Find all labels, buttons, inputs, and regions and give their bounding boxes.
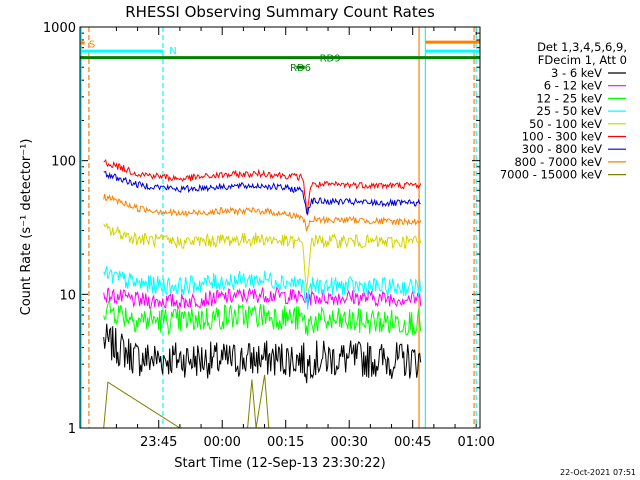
series-7000-15000-kev xyxy=(103,374,270,429)
series-line xyxy=(103,223,422,291)
x-tick-label: 00:00 xyxy=(203,435,240,450)
legend-entry-label: 3 - 6 keV xyxy=(551,66,602,80)
legend-entry-label: 12 - 25 keV xyxy=(536,91,602,105)
y-tick-label: 10 xyxy=(59,288,76,303)
series-800-7000-kev xyxy=(103,193,422,232)
series-300-800-kev xyxy=(103,170,422,217)
y-tick-label: 1000 xyxy=(43,21,76,36)
series-25-50-kev xyxy=(103,266,422,310)
plot-frame xyxy=(79,26,481,429)
series-line xyxy=(103,374,270,429)
series-line xyxy=(103,266,422,310)
series-50-100-kev xyxy=(103,223,422,301)
legend-entry-label: 100 - 300 keV xyxy=(522,130,602,144)
x-tick-label: 00:15 xyxy=(267,435,304,450)
y-tick-label: 100 xyxy=(51,155,76,170)
series-line xyxy=(103,170,421,217)
legend-entry-label: 800 - 7000 keV xyxy=(514,155,602,169)
x-tick-label: 01:00 xyxy=(457,435,494,450)
legend-header-2: FDecim 1, Att 0 xyxy=(538,53,627,67)
series-line xyxy=(103,159,422,215)
series-12-25-kev xyxy=(103,300,422,336)
annotation-label: RD6 xyxy=(290,63,311,74)
series-line xyxy=(103,323,422,384)
series-6-12-kev xyxy=(103,286,422,309)
annotation-label: RD9 xyxy=(320,54,341,65)
legend-entry-label: 6 - 12 keV xyxy=(544,79,602,93)
plot-area: 1 10 100 1000 23:45 00:00 00:15 00:30 00:45 01:00… xyxy=(43,21,495,450)
series-line xyxy=(103,300,422,336)
legend-entry-label: 7000 - 15000 keV xyxy=(500,168,602,182)
series-100-300-kev xyxy=(103,159,422,215)
series-line xyxy=(103,193,422,232)
legend-entry-label: 50 - 100 keV xyxy=(529,117,602,131)
x-tick-label: 00:30 xyxy=(330,435,367,450)
footer-timestamp: 22-Oct-2021 07:51 xyxy=(560,468,636,477)
y-tick-label: 1 xyxy=(68,422,76,437)
annotation-label: S xyxy=(89,40,95,51)
x-axis-label: Start Time (12-Sep-13 23:30:22) xyxy=(174,456,385,471)
y-axis-label: Count Rate (s⁻¹ detector⁻¹) xyxy=(19,139,34,316)
series-3-6-kev xyxy=(103,323,422,384)
x-tick-label: 23:45 xyxy=(140,435,177,450)
series-line xyxy=(103,286,422,309)
legend-entry-label: 300 - 800 keV xyxy=(522,142,602,156)
annotation-label: N xyxy=(169,46,176,57)
legend-entry-label: 25 - 50 keV xyxy=(536,104,602,118)
legend-header-1: Det 1,3,4,5,6,9, xyxy=(537,40,627,54)
chart-title: RHESSI Observing Summary Count Rates xyxy=(125,3,435,21)
x-tick-label: 00:45 xyxy=(394,435,431,450)
